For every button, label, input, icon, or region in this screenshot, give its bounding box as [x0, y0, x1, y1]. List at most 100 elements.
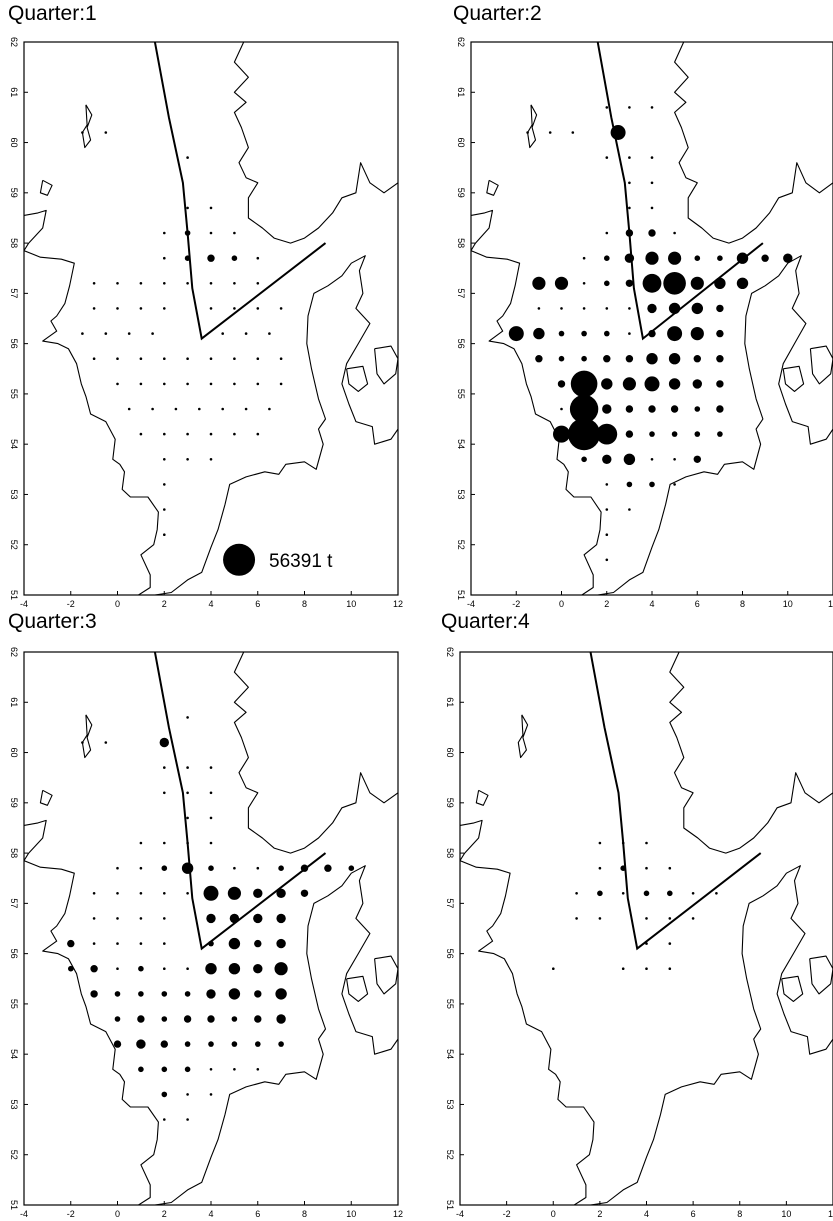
- y-tick-label: 51: [456, 590, 466, 600]
- y-tick-label: 55: [456, 389, 466, 399]
- catch-dot: [276, 938, 286, 949]
- catch-dot: [650, 156, 654, 159]
- catch-dot: [104, 332, 108, 335]
- x-tick-label: 2: [604, 599, 609, 609]
- catch-dot: [186, 816, 189, 820]
- x-tick-label: 10: [783, 599, 793, 609]
- y-tick-label: 57: [9, 288, 19, 298]
- uk-coastline: [24, 819, 159, 1205]
- catch-dot: [691, 917, 695, 920]
- catch-dot: [693, 355, 701, 363]
- y-tick-label: 59: [445, 798, 455, 808]
- catch-dot: [231, 255, 238, 261]
- x-tick-label: 10: [346, 599, 356, 609]
- x-tick-label: 0: [551, 1209, 556, 1219]
- catch-dot: [605, 483, 609, 486]
- catch-dot: [628, 156, 631, 159]
- x-tick-label: -2: [67, 1209, 75, 1219]
- catch-dot: [552, 967, 555, 970]
- catch-dot: [163, 892, 166, 895]
- y-tick-label: 52: [9, 540, 19, 550]
- catch-dot: [116, 892, 119, 895]
- catch-dot: [163, 382, 166, 386]
- catch-dot: [209, 307, 213, 310]
- catch-dot: [183, 1015, 192, 1023]
- catch-dot: [717, 255, 723, 261]
- catch-dot: [604, 280, 610, 287]
- catch-dot: [114, 991, 121, 997]
- catch-dot: [535, 355, 543, 363]
- y-tick-label: 62: [445, 647, 455, 657]
- continental-coastline: [597, 255, 833, 595]
- shetland-islands: [81, 104, 93, 149]
- shetland-islands: [517, 714, 529, 759]
- shetland-islands: [81, 714, 93, 759]
- catch-dot: [139, 382, 143, 386]
- x-tick-label: 4: [208, 1209, 213, 1219]
- catch-dot: [628, 181, 631, 185]
- catch-dot: [209, 791, 213, 795]
- catch-dot: [163, 917, 166, 920]
- x-tick-label: 2: [597, 1209, 602, 1219]
- catch-dot: [163, 357, 166, 361]
- catch-dot: [256, 282, 260, 285]
- catch-dot: [139, 307, 143, 310]
- catch-dot: [643, 890, 650, 897]
- catch-dot: [116, 917, 119, 920]
- catch-dot: [205, 963, 217, 975]
- quarter-2-panel: Quarter:2 -4 -2 0 2 4 6 8 10 12 51 52 53 54 55 56 57 58 5…: [438, 0, 833, 610]
- catch-dot: [254, 1015, 262, 1023]
- catch-dot: [233, 357, 236, 361]
- catch-dot: [645, 251, 659, 265]
- catch-dot: [348, 865, 355, 871]
- map-layer: [24, 652, 398, 1205]
- catch-dot: [186, 458, 189, 461]
- catch-dot: [208, 865, 214, 871]
- catch-dot: [184, 1066, 191, 1073]
- map-layer: [471, 42, 833, 595]
- catch-dot: [233, 866, 236, 870]
- catch-dot: [228, 963, 241, 975]
- catch-dot: [209, 766, 213, 769]
- catch-dot: [92, 307, 96, 310]
- x-tick-label: 6: [255, 599, 260, 609]
- catch-dot: [715, 892, 718, 895]
- y-tick-label: 61: [9, 87, 19, 97]
- catch-dot: [626, 481, 633, 488]
- catch-dot: [603, 355, 611, 363]
- x-tick-label: -2: [67, 599, 75, 609]
- x-tick-label: 10: [781, 1209, 791, 1219]
- legend-label: 56391 t: [269, 551, 333, 572]
- quarter-1-panel: Quarter:1 -4 -2 0 2 4 6 8 10 12 51 52 53 54 55 56 57 58 5…: [0, 0, 416, 610]
- catch-dot: [208, 1041, 214, 1047]
- catch-dot: [90, 965, 98, 973]
- x-tick-label: 8: [740, 599, 745, 609]
- catch-dot: [233, 231, 236, 235]
- y-tick-label: 57: [445, 898, 455, 908]
- map-frame: [470, 41, 833, 596]
- catch-dot: [116, 967, 119, 970]
- catch-dot: [716, 304, 724, 313]
- catch-dot: [92, 357, 96, 361]
- catch-dot: [605, 307, 609, 310]
- catch-dot: [673, 231, 676, 235]
- catch-dot: [716, 355, 724, 363]
- catch-dot: [605, 106, 609, 109]
- y-tick-label: 53: [445, 1099, 455, 1109]
- catch-dot: [673, 483, 676, 486]
- catch-dot: [227, 886, 241, 900]
- continental-coastline: [154, 865, 398, 1205]
- catch-dot: [186, 282, 189, 285]
- catch-dot: [624, 253, 635, 263]
- catch-dot: [300, 889, 309, 897]
- x-tick-label: 4: [208, 599, 213, 609]
- catch-dot: [181, 862, 194, 874]
- orkney-islands: [39, 789, 53, 806]
- catch-dot: [138, 1066, 144, 1073]
- catch-dot: [625, 355, 634, 363]
- catch-dot: [667, 326, 683, 342]
- y-tick-label: 52: [456, 540, 466, 550]
- catch-dot: [186, 382, 189, 386]
- catch-dot: [184, 255, 191, 261]
- catch-dot: [625, 405, 634, 413]
